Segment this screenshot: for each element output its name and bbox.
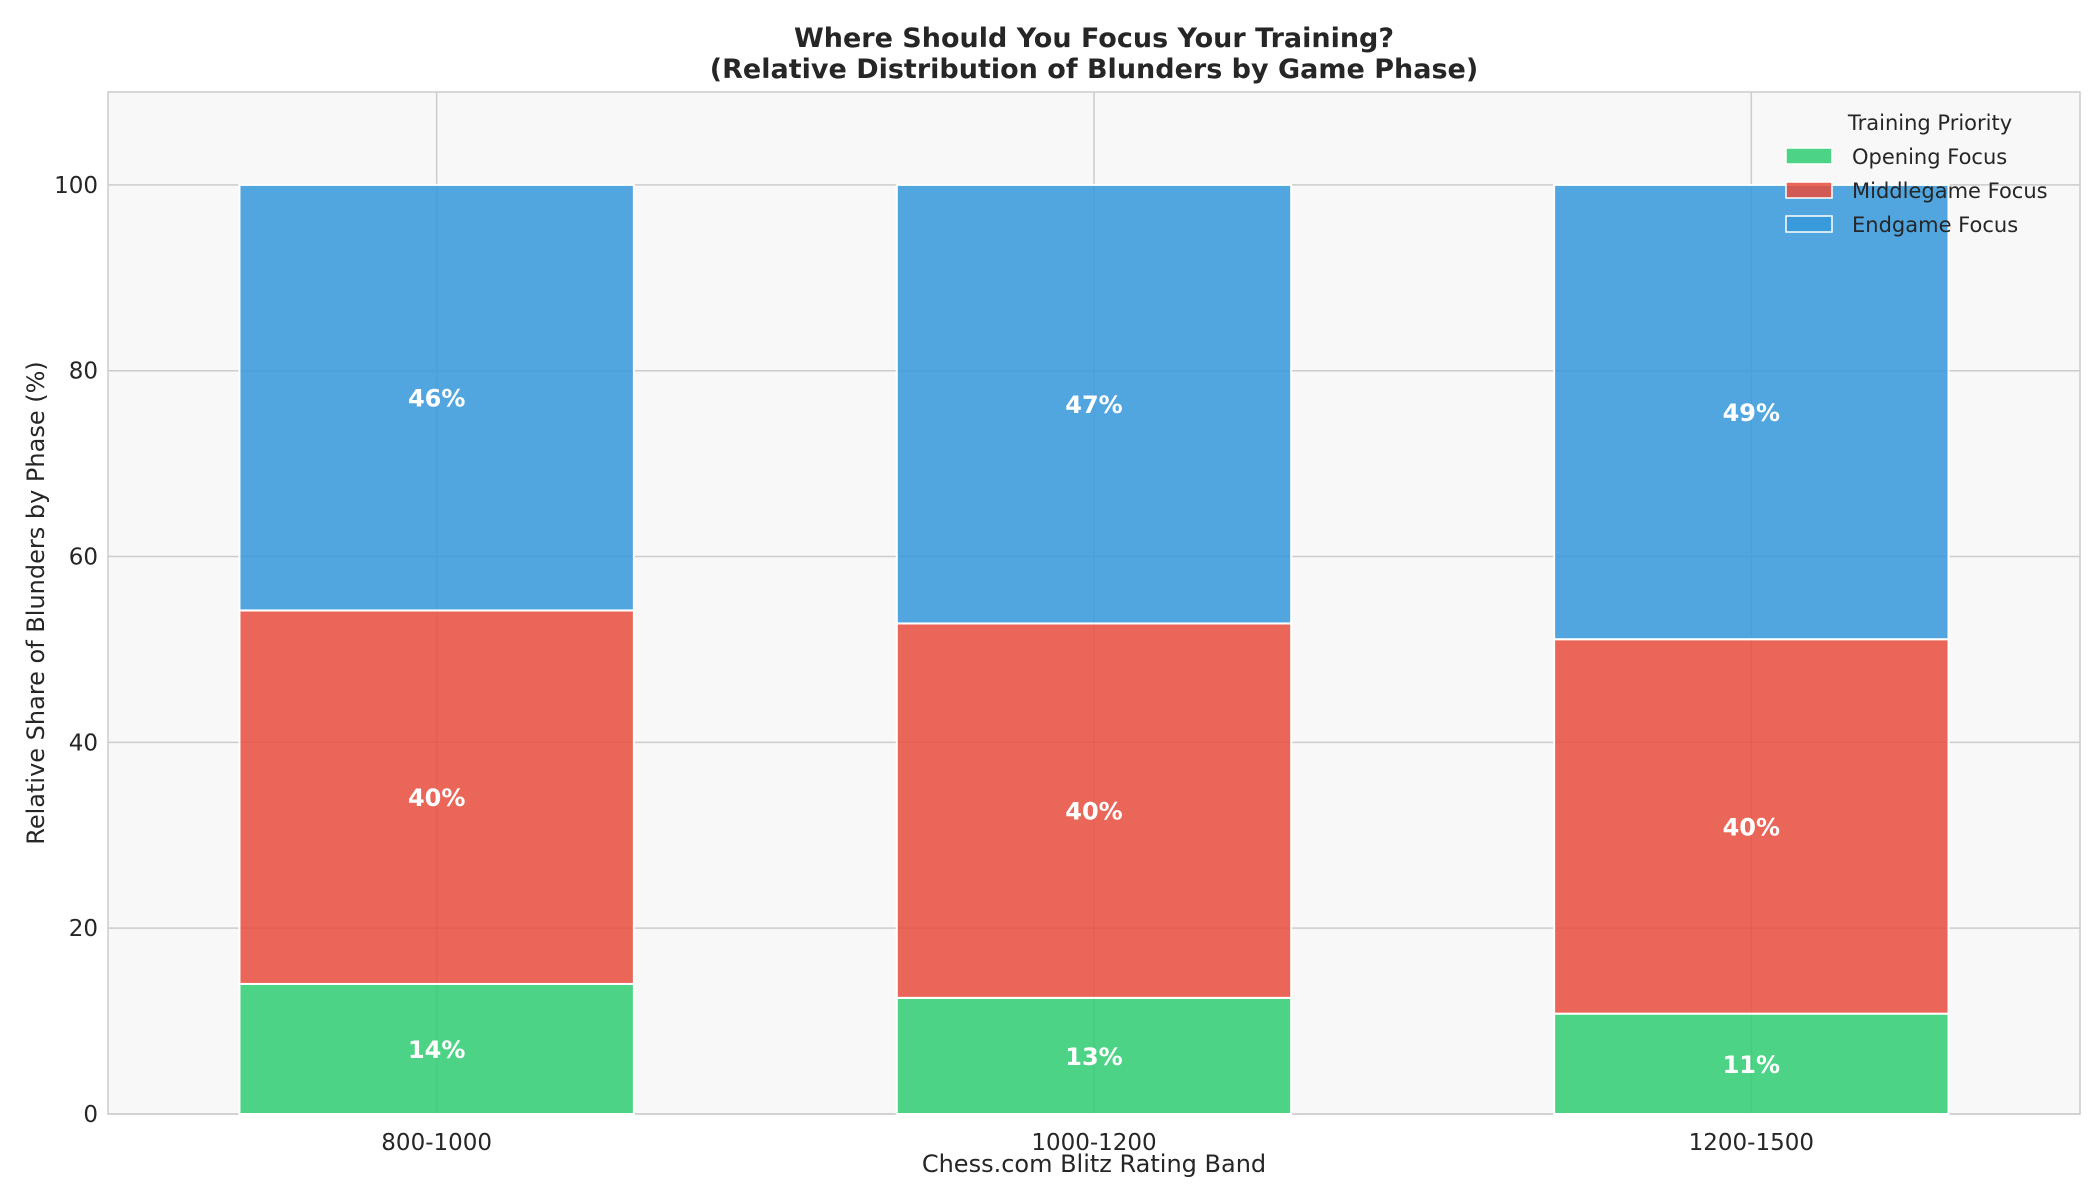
bar-value-label: 47% [1065,391,1122,419]
y-tick-label: 80 [69,359,98,385]
bar-value-label: 40% [1723,813,1780,841]
y-tick-label: 40 [69,730,98,756]
bar-segment [895,996,1293,1116]
bar-value-label: 14% [408,1036,465,1064]
legend-label: Opening Focus [1852,145,2007,169]
bar-segment [895,622,1293,999]
y-tick-label: 0 [83,1102,98,1128]
bar-segment [1553,183,1950,641]
bar-value-label: 13% [1065,1043,1122,1071]
bar-value-label: 49% [1723,399,1780,427]
legend-swatch [1785,181,1833,199]
bar-segment [895,183,1293,625]
chart-title: Where Should You Focus Your Training? [794,23,1394,54]
legend-label: Endgame Focus [1852,213,2018,237]
x-axis-ticks: 800-1000 1000-1200 1200-1500 [381,1130,1814,1156]
bars [238,183,1950,1116]
y-tick-label: 20 [69,916,98,942]
bar-value-label: 46% [408,385,465,413]
x-tick-label: 800-1000 [381,1130,492,1156]
x-tick-label: 1000-1200 [1031,1130,1156,1156]
bar-labels: 14% 40% 46% 13% 40% 47% 11% 40% 49% [408,385,1780,1079]
legend-swatch [1785,147,1833,165]
legend-label: Middlegame Focus [1852,179,2048,203]
bar-segment [238,183,635,612]
bar-segment [238,982,635,1115]
bar-value-label: 40% [1065,798,1122,826]
legend-items: Opening Focus Middlegame Focus Endgame Foc… [1785,145,2048,237]
bar-segment [1553,1012,1950,1116]
legend-title: Training Priority [1847,111,2012,135]
chart-subtitle: (Relative Distribution of Blunders by Ga… [710,54,1478,85]
bar-value-label: 11% [1723,1051,1780,1079]
y-tick-label: 60 [69,545,98,571]
x-tick-label: 1200-1500 [1689,1130,1814,1156]
x-axis-label: Chess.com Blitz Rating Band [922,1150,1266,1178]
y-tick-label: 100 [54,173,98,199]
legend-swatch [1785,215,1833,233]
y-axis-ticks: 0 20 40 60 80 100 [54,173,98,1128]
legend: Training Priority Opening Focus Middlegam… [1785,111,2048,237]
bar-value-label: 40% [408,784,465,812]
y-axis-label: Relative Share of Blunders by Phase (%) [22,361,50,845]
